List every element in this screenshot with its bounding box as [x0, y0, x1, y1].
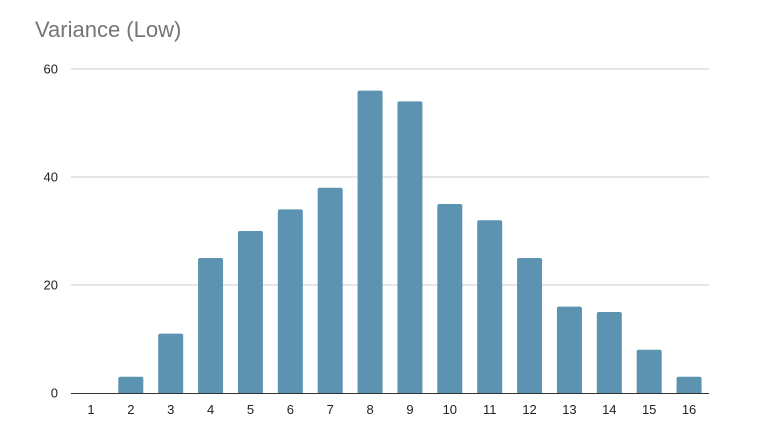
bar-3 [158, 333, 184, 393]
bar-12 [517, 258, 543, 393]
bar-16 [676, 376, 702, 393]
y-tick-label: 0 [51, 386, 58, 401]
bars [118, 90, 702, 394]
x-tick-label: 6 [287, 402, 294, 417]
chart-title: Variance (Low) [35, 17, 182, 42]
x-tick-label: 2 [127, 402, 134, 417]
bar-4 [198, 258, 224, 393]
bar-5 [237, 231, 263, 393]
bar-13 [556, 306, 582, 393]
y-tick-label: 20 [44, 278, 58, 293]
x-tick-label: 13 [562, 402, 576, 417]
bar-7 [317, 187, 343, 393]
y-tick-label: 60 [44, 62, 58, 77]
x-tick-label: 11 [483, 402, 497, 417]
bar-8 [357, 90, 383, 393]
x-tick-label: 15 [642, 402, 656, 417]
x-tick-label: 9 [406, 402, 413, 417]
gridlines [71, 68, 709, 286]
y-axis-tick-labels: 0 20 40 60 [44, 62, 58, 401]
bar-14 [596, 312, 622, 393]
bar-11 [477, 220, 503, 393]
x-tick-label: 7 [327, 402, 334, 417]
x-tick-label: 5 [247, 402, 254, 417]
y-tick-label: 40 [44, 170, 58, 185]
bar-15 [636, 349, 662, 393]
x-axis-tick-labels: 1 2 3 4 5 6 7 8 9 10 11 12 13 14 15 16 [87, 402, 696, 417]
x-tick-label: 14 [602, 402, 616, 417]
x-tick-label: 4 [207, 402, 214, 417]
x-tick-label: 12 [522, 402, 536, 417]
x-tick-label: 8 [366, 402, 373, 417]
bar-2 [118, 376, 144, 393]
x-tick-label: 10 [443, 402, 457, 417]
bar-9 [397, 101, 423, 394]
x-tick-label: 1 [87, 402, 94, 417]
bar-10 [437, 204, 463, 393]
x-tick-label: 3 [167, 402, 174, 417]
bar-6 [277, 209, 303, 393]
x-tick-label: 16 [682, 402, 696, 417]
